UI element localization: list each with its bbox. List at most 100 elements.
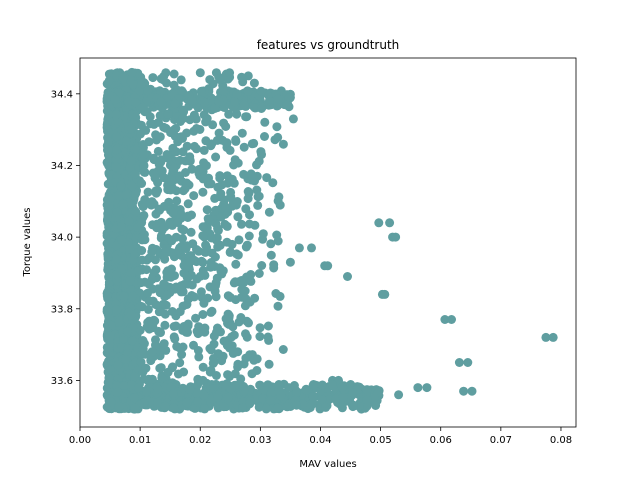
data-point — [213, 392, 223, 402]
data-point — [266, 250, 276, 260]
data-point — [137, 179, 147, 188]
data-point — [104, 76, 114, 86]
data-point — [118, 73, 128, 83]
data-point — [413, 383, 423, 393]
data-point — [198, 187, 208, 197]
data-point — [374, 218, 384, 228]
data-point — [343, 272, 352, 281]
data-point — [188, 239, 198, 249]
data-point — [292, 388, 301, 397]
data-point — [125, 276, 135, 286]
data-point — [230, 97, 239, 107]
data-point — [212, 135, 222, 145]
data-point — [130, 169, 140, 179]
data-point — [198, 310, 208, 319]
data-point — [183, 213, 193, 222]
data-point — [211, 152, 221, 162]
data-point — [169, 403, 179, 413]
data-point — [186, 227, 196, 237]
data-point — [220, 219, 230, 229]
data-point — [121, 190, 131, 200]
x-tick-label: 0.06 — [430, 435, 452, 446]
y-tick-label: 33.8 — [51, 304, 73, 315]
data-point — [112, 254, 122, 264]
data-point — [294, 243, 304, 253]
data-point — [157, 225, 167, 235]
data-point — [211, 68, 221, 78]
data-point — [198, 375, 208, 385]
data-point — [172, 196, 182, 206]
data-point — [239, 100, 249, 110]
data-point — [202, 205, 212, 215]
data-point — [121, 355, 131, 364]
data-point — [119, 291, 129, 301]
data-point — [245, 399, 255, 409]
data-point — [170, 99, 180, 109]
data-point — [228, 322, 238, 332]
y-axis: 33.6 33.8 34.0 34.2 34.4 — [51, 89, 80, 387]
data-point — [391, 232, 401, 242]
data-point — [257, 150, 266, 160]
data-point — [307, 243, 316, 253]
data-point — [195, 68, 205, 78]
data-point — [274, 385, 284, 395]
data-point — [237, 285, 247, 294]
data-point — [254, 402, 264, 412]
data-point — [166, 272, 176, 282]
data-point — [192, 388, 202, 398]
data-point — [139, 230, 149, 239]
data-point — [117, 235, 127, 245]
data-point — [159, 173, 169, 183]
data-point — [199, 298, 209, 308]
data-point — [129, 393, 139, 403]
x-tick-label: 0.05 — [369, 435, 391, 446]
data-point — [219, 402, 229, 412]
data-point — [264, 359, 274, 369]
x-axis: 0.00 0.01 0.02 0.03 0.04 0.05 0.06 0.07 0.08 — [69, 427, 572, 446]
data-point — [331, 394, 341, 404]
data-point — [256, 86, 266, 96]
data-point — [218, 86, 228, 95]
data-point — [225, 247, 235, 257]
data-point — [215, 75, 225, 85]
data-point — [323, 261, 333, 271]
data-point — [221, 138, 231, 148]
data-point — [143, 86, 153, 96]
data-point — [201, 161, 211, 171]
data-point — [209, 339, 219, 349]
data-point — [199, 390, 209, 400]
data-point — [229, 330, 239, 340]
data-point — [183, 199, 193, 209]
data-point — [459, 386, 469, 396]
data-point — [171, 147, 181, 157]
data-point — [141, 363, 151, 373]
data-point — [245, 297, 255, 307]
data-point — [348, 388, 358, 398]
data-point — [221, 203, 230, 213]
data-point — [167, 264, 176, 274]
data-point — [203, 214, 213, 224]
data-point — [130, 372, 139, 382]
data-point — [191, 313, 201, 323]
data-point — [147, 347, 157, 357]
data-point — [270, 135, 280, 145]
data-point — [233, 362, 243, 372]
data-point — [144, 296, 154, 306]
data-point — [244, 318, 253, 328]
data-point — [206, 307, 216, 317]
data-point — [169, 332, 179, 342]
data-point — [266, 395, 276, 405]
data-point — [271, 289, 281, 298]
data-point — [222, 237, 232, 247]
data-point — [154, 117, 163, 127]
data-point — [185, 156, 195, 166]
data-point — [197, 256, 207, 266]
data-point — [179, 225, 189, 235]
data-point — [337, 382, 347, 392]
data-point — [212, 273, 222, 283]
data-point — [225, 292, 235, 302]
data-point — [206, 262, 216, 272]
data-point — [152, 398, 162, 408]
data-point — [248, 172, 258, 182]
data-point — [175, 307, 185, 317]
